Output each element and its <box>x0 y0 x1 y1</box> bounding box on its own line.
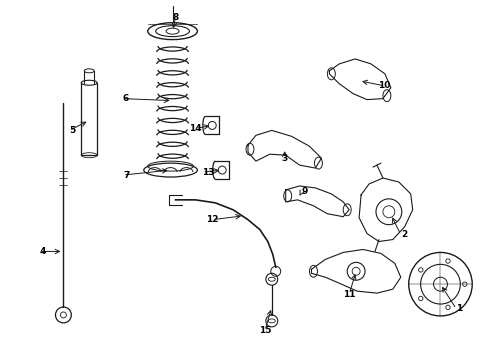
Text: 4: 4 <box>40 247 46 256</box>
Text: 1: 1 <box>456 305 463 314</box>
Text: 9: 9 <box>301 188 308 197</box>
Text: 8: 8 <box>172 13 179 22</box>
Text: 5: 5 <box>70 126 75 135</box>
Text: 7: 7 <box>123 171 129 180</box>
Text: 11: 11 <box>343 289 355 298</box>
Text: 15: 15 <box>259 326 271 335</box>
Text: 2: 2 <box>401 230 407 239</box>
Text: 10: 10 <box>378 81 390 90</box>
Text: 12: 12 <box>206 215 219 224</box>
Text: 14: 14 <box>189 124 202 133</box>
Text: 6: 6 <box>123 94 129 103</box>
Text: 3: 3 <box>282 154 288 163</box>
Text: 13: 13 <box>202 167 215 176</box>
